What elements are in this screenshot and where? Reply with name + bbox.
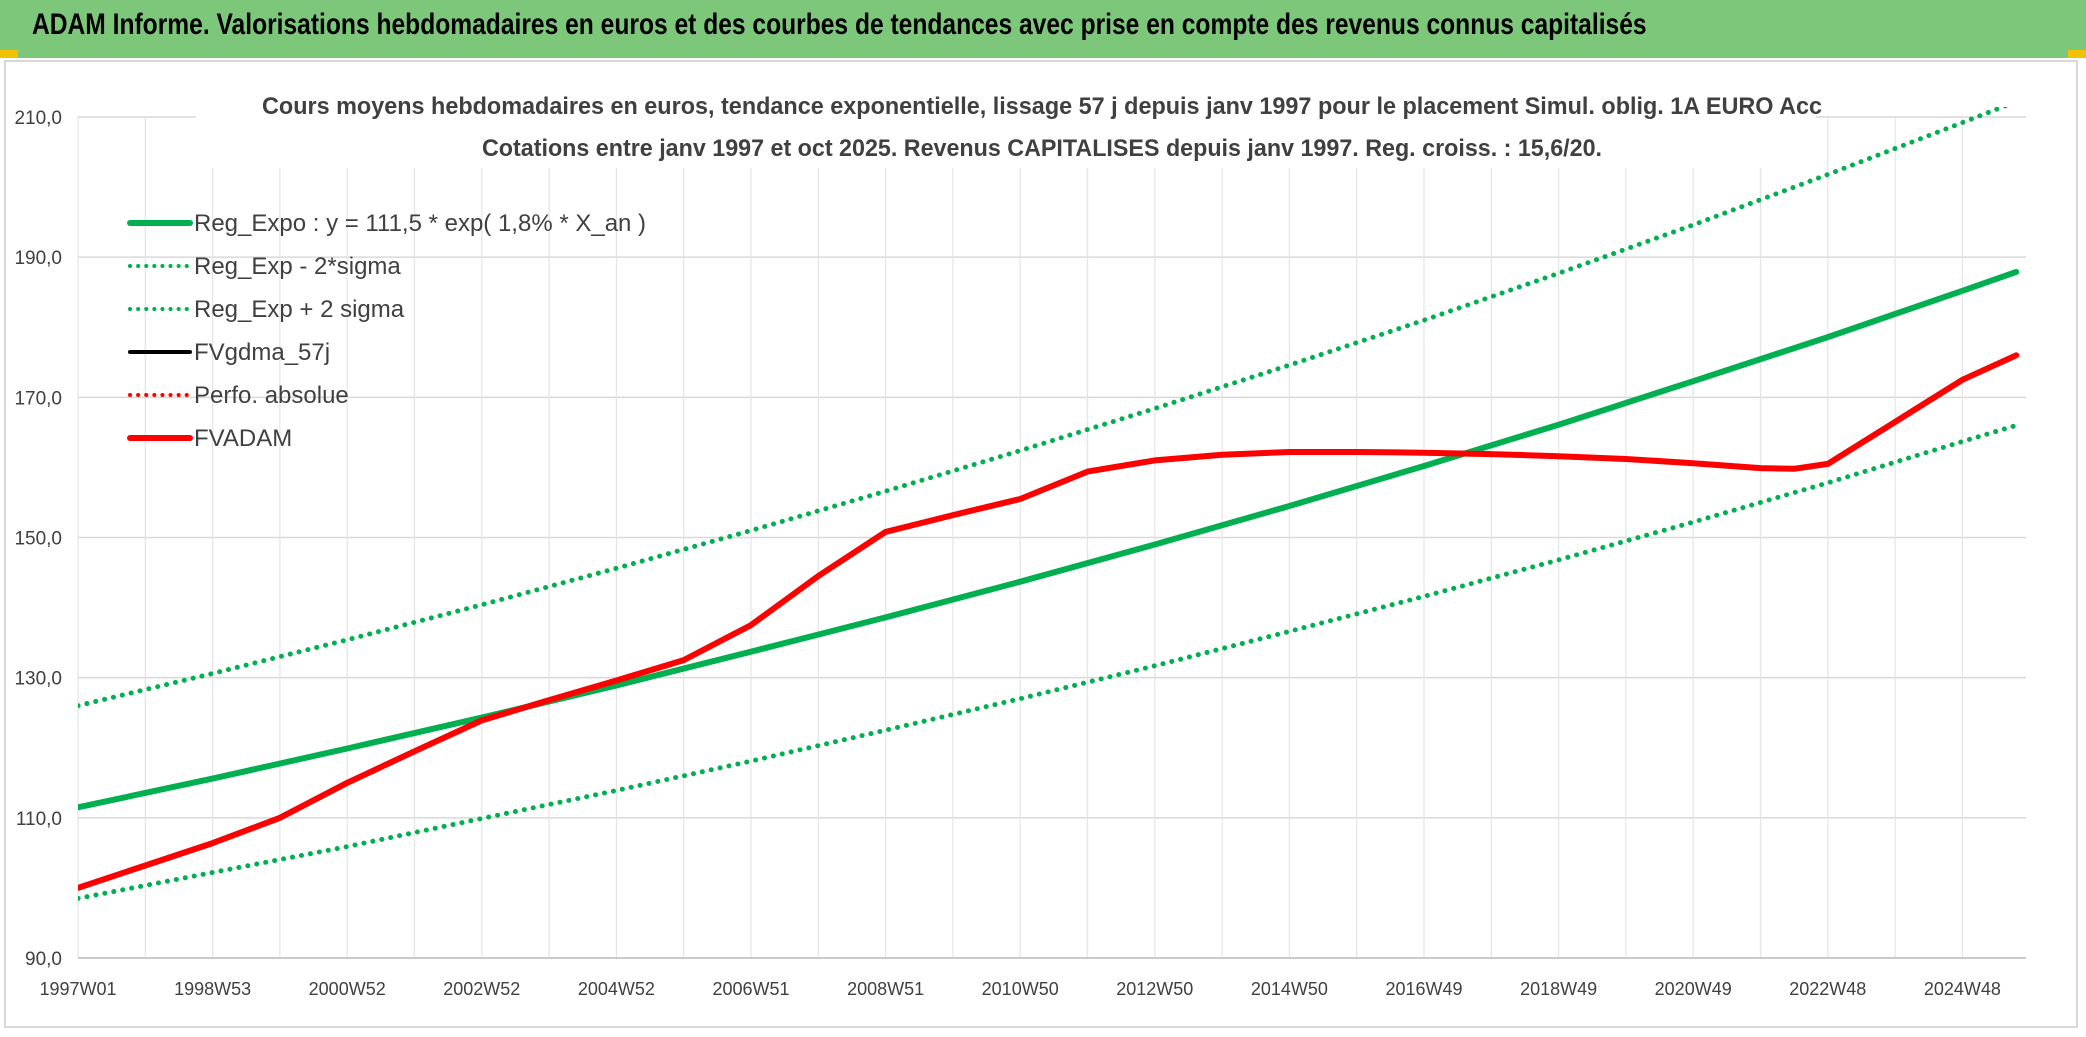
legend: Reg_Expo : y = 111,5 * exp( 1,8% * X_an …: [127, 210, 646, 452]
y-tick-label: 130,0: [14, 669, 62, 690]
x-tick-label: 2018W49: [1520, 979, 1597, 999]
x-axis-ticks: 1997W01 1998W53 2000W52 2002W52 2004W52 2006W…: [39, 979, 2000, 999]
legend-label: Reg_Expo : y = 111,5 * exp( 1,8% * X_an …: [194, 210, 646, 237]
banner-title: ADAM Informe. Valorisations hebdomadaire…: [32, 8, 1647, 41]
legend-label: Perfo. absolue: [194, 382, 349, 409]
x-tick-label: 2006W51: [712, 979, 789, 999]
chart-title: Cours moyens hebdomadaires en euros, ten…: [262, 93, 1822, 120]
legend-label: FVgdma_57j: [194, 339, 330, 366]
title-backdrop: [196, 86, 1816, 168]
grid-layer: [77, 116, 2026, 959]
y-tick-label: 150,0: [14, 529, 62, 550]
x-tick-label: 2024W48: [1924, 979, 2001, 999]
x-tick-label: 2020W49: [1655, 979, 1732, 999]
series-line: [78, 352, 2020, 891]
x-tick-label: 1998W53: [174, 979, 251, 999]
x-tick-label: 1997W01: [39, 979, 116, 999]
legend-label: Reg_Exp + 2 sigma: [194, 296, 405, 323]
x-tick-label: 2000W52: [309, 979, 386, 999]
chart-subtitle: Cotations entre janv 1997 et oct 2025. R…: [482, 135, 1602, 162]
series-layer: [78, 107, 2020, 901]
series-line: [78, 107, 2010, 709]
y-tick-label: 90,0: [25, 949, 62, 970]
x-tick-label: 2016W49: [1385, 979, 1462, 999]
y-tick-label: 170,0: [14, 388, 62, 409]
series-line: [78, 422, 2019, 901]
x-tick-label: 2014W50: [1251, 979, 1328, 999]
series-line: [78, 268, 2020, 811]
x-tick-label: 2022W48: [1789, 979, 1866, 999]
x-tick-label: 2012W50: [1116, 979, 1193, 999]
y-tick-label: 110,0: [16, 809, 62, 830]
x-tick-label: 2010W50: [982, 979, 1059, 999]
y-axis-ticks: 90,0 110,0 130,0 150,0 170,0 190,0 210,0: [14, 108, 62, 970]
legend-label: FVADAM: [194, 425, 292, 452]
y-tick-label: 210,0: [14, 108, 62, 129]
chart-frame: [4, 60, 2078, 1028]
x-tick-label: 2008W51: [847, 979, 924, 999]
x-tick-label: 2002W52: [443, 979, 520, 999]
legend-label: Reg_Exp - 2*sigma: [194, 253, 401, 280]
corner-accent-top-left: [0, 50, 18, 58]
corner-accent-top-right: [2068, 50, 2086, 58]
x-tick-label: 2004W52: [578, 979, 655, 999]
header-banner: ADAM Informe. Valorisations hebdomadaire…: [0, 0, 2086, 58]
y-tick-label: 190,0: [14, 248, 62, 269]
